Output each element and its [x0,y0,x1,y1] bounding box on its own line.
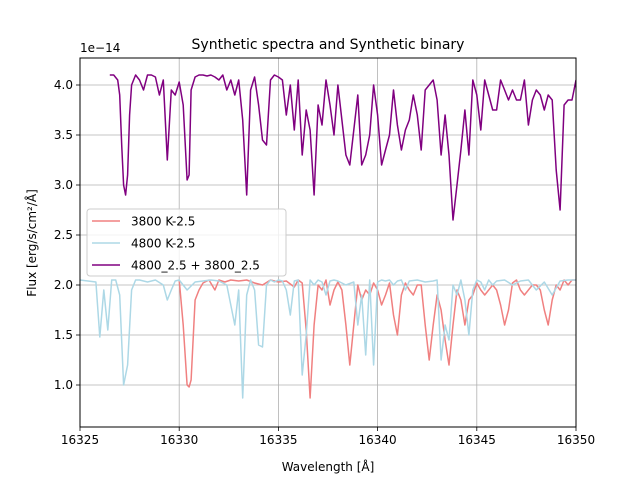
y-tick-label: 1.5 [54,328,73,342]
plot-frame [79,57,577,428]
x-tick-label: 16350 [557,433,595,447]
legend-label: 3800 K-2.5 [131,215,195,229]
y-axis: 1.0 1.5 2.0 2.5 3.0 3.5 4.0 [54,78,80,392]
x-tick-label: 16330 [160,433,198,447]
x-axis-label: Wavelength [Å] [282,459,375,474]
legend-label: 4800 K-2.5 [131,237,195,251]
chart-title: Synthetic spectra and Synthetic binary [192,37,465,53]
legend-label: 4800_2.5 + 3800_2.5 [131,259,260,273]
series-layer [80,74,576,399]
y-tick-label: 3.5 [54,128,73,142]
x-tick-label: 16340 [359,433,397,447]
y-tick-label: 3.0 [54,178,73,192]
series-4800k-line [80,279,576,399]
y-axis-label: Flux [erg/s/cm²/Å] [24,189,39,297]
y-tick-label: 2.0 [54,278,73,292]
series-3800k-line [178,279,576,399]
y-tick-label: 2.5 [54,228,73,242]
y-tick-label: 1.0 [54,378,73,392]
x-tick-label: 16335 [259,433,297,447]
series-binary-line [109,74,576,221]
y-tick-label: 4.0 [54,78,73,92]
y-offset-label: 1e−14 [80,41,120,55]
x-tick-label: 16325 [61,433,99,447]
legend-box [86,208,287,277]
x-tick-label: 16345 [458,433,496,447]
legend: 3800 K-2.5 4800 K-2.5 4800_2.5 + 3800_2.5 [86,208,287,277]
x-axis: 16325 16330 16335 16340 16345 16350 [61,427,595,447]
